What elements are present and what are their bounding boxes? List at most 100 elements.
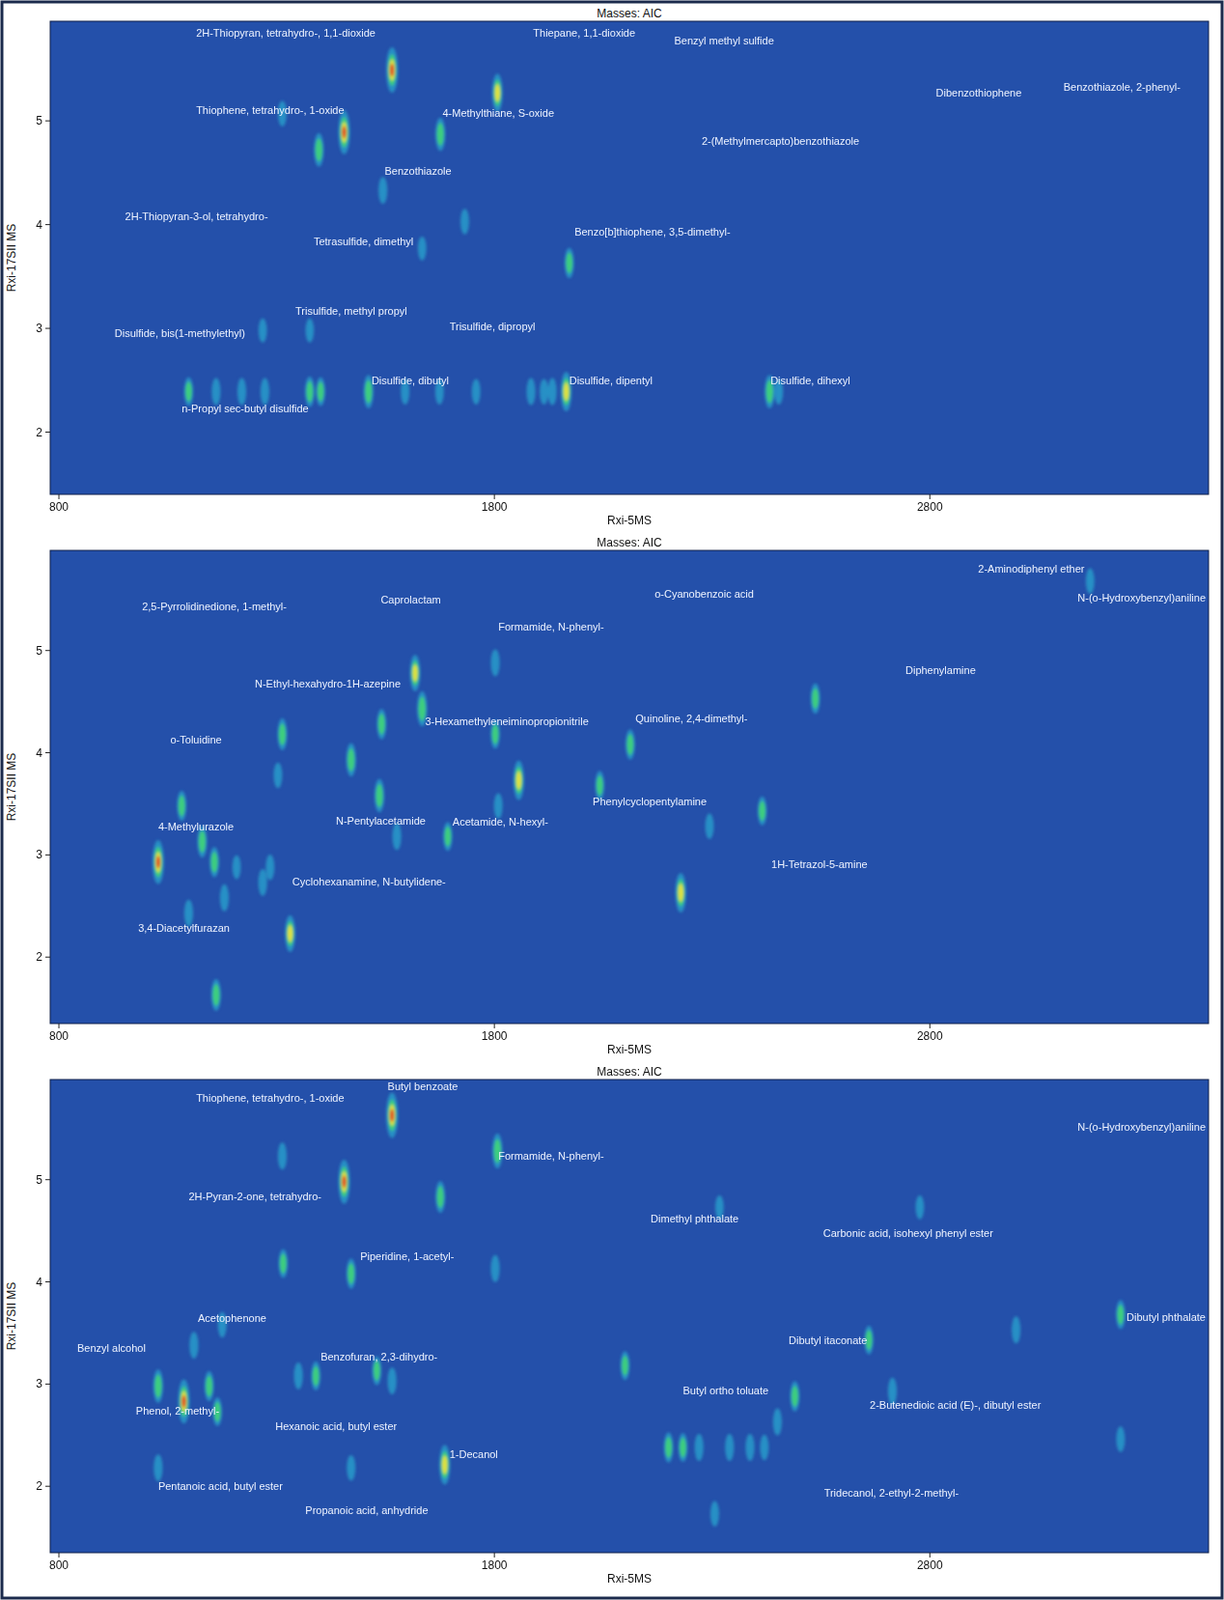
peak	[439, 1445, 450, 1485]
peak-core	[373, 1360, 381, 1381]
compound-label: 2H-Thiopyran, tetrahydro-, 1,1-dioxide	[195, 27, 376, 39]
peak-core	[1115, 1300, 1125, 1330]
peak-core	[339, 1166, 349, 1197]
peak-core	[378, 176, 388, 204]
peak	[710, 1501, 720, 1527]
peak-core	[306, 381, 313, 403]
x-tick-label: 800	[49, 1557, 69, 1572]
compound-label: 1H-Tetrazol-5-amine	[771, 858, 868, 870]
peak-core	[391, 822, 401, 850]
peak-core	[676, 878, 685, 906]
peak-core	[621, 1355, 629, 1376]
peak-core	[810, 683, 821, 714]
peak-core	[340, 121, 347, 142]
peak-core	[490, 648, 500, 676]
compound-label: n-Propyl sec-butyl disulfide	[181, 402, 308, 415]
peak	[410, 654, 421, 692]
panel-title: Masses: AIC	[596, 6, 663, 21]
compound-label: Diphenylamine	[905, 664, 976, 676]
peak	[310, 1361, 320, 1391]
peak-core	[258, 318, 268, 343]
peak	[153, 1453, 163, 1481]
peak	[374, 778, 385, 812]
peak	[773, 1408, 782, 1436]
peak	[294, 1362, 304, 1390]
peak	[338, 1159, 351, 1204]
compound-label: 2-Butenedioic acid (E)-, dibutyl ester	[869, 1398, 1042, 1411]
peak	[490, 648, 500, 676]
compound-label: Phenylcyclopentylamine	[592, 795, 707, 807]
peak	[757, 796, 767, 826]
compound-label: Dimethyl phthalate	[650, 1212, 739, 1224]
peak-core	[310, 1361, 320, 1391]
peak	[790, 1380, 801, 1411]
peak-core	[437, 1185, 445, 1208]
peak-core	[513, 760, 525, 801]
peak-core	[154, 846, 164, 877]
peak	[260, 378, 270, 406]
y-tick	[45, 431, 51, 433]
x-tick	[929, 494, 931, 500]
x-tick	[494, 494, 496, 500]
peak	[378, 176, 388, 204]
compound-label: Dibenzothiophene	[936, 86, 1023, 99]
y-tick	[45, 1383, 51, 1385]
peak	[237, 378, 247, 406]
peak-core	[565, 252, 573, 275]
y-axis-title: Rxi-17SII MS	[4, 223, 19, 293]
compound-label: Phenol, 2-methyl-	[136, 1404, 221, 1417]
peak-core	[757, 796, 767, 826]
plot-background	[50, 550, 1209, 1024]
y-tick	[45, 956, 51, 958]
peak-core	[278, 723, 286, 746]
page-frame	[1, 1, 1223, 1598]
peak-core	[294, 1362, 304, 1390]
peak	[678, 1432, 688, 1462]
x-tick	[929, 1552, 931, 1558]
compound-label: 3,4-Diacetylfurazan	[138, 921, 230, 934]
compound-label: Formamide, N-phenyl-	[498, 1149, 605, 1162]
peak-core	[306, 318, 315, 343]
compound-label: Tetrasulfide, dimethyl	[313, 235, 414, 248]
peak	[759, 1434, 769, 1460]
compound-label: N-Pentylacetamide	[335, 814, 426, 827]
y-tick-label: 5	[35, 1172, 43, 1187]
peak-core	[790, 1380, 801, 1411]
peak-core	[342, 126, 347, 140]
y-axis-title: Rxi-17SII MS	[4, 1281, 19, 1351]
peak-core	[563, 382, 570, 401]
peak-core	[388, 1366, 397, 1394]
peak	[417, 236, 427, 261]
y-tick-label: 3	[35, 1376, 43, 1391]
peak-core	[724, 1433, 734, 1461]
x-tick	[494, 1552, 496, 1558]
peak-core	[539, 378, 549, 404]
peak-core	[347, 1262, 355, 1284]
peak	[178, 1379, 191, 1424]
peak-core	[389, 63, 394, 77]
peak-core	[156, 855, 161, 868]
compound-label: Benzyl alcohol	[77, 1341, 146, 1354]
peak-core	[211, 851, 219, 873]
x-tick-label: 1800	[481, 1029, 508, 1043]
peak-core	[284, 915, 296, 952]
x-axis-title: Rxi-5MS	[607, 1042, 652, 1057]
compound-label: Butyl ortho toluate	[682, 1384, 769, 1396]
compound-label: 2-Aminodiphenyl ether	[977, 562, 1085, 575]
peak	[346, 1257, 357, 1288]
peak	[278, 1141, 287, 1169]
panel: Masses: AIC800180028002345Rxi-5MSRxi-17S…	[4, 6, 1209, 528]
peak-core	[386, 1091, 398, 1138]
peak-core	[435, 117, 446, 151]
peak-core	[376, 708, 387, 739]
peak-core	[374, 778, 385, 812]
peak-core	[211, 978, 222, 1011]
peak	[209, 846, 220, 877]
peak	[1115, 1300, 1125, 1330]
peak	[258, 318, 268, 343]
peak	[388, 1366, 397, 1394]
compound-label: Benzyl methyl sulfide	[673, 34, 774, 47]
peak-core	[664, 1431, 674, 1462]
peak-core	[1116, 1304, 1124, 1325]
compound-label: 2H-Pyran-2-one, tetrahydro-	[188, 1190, 322, 1202]
